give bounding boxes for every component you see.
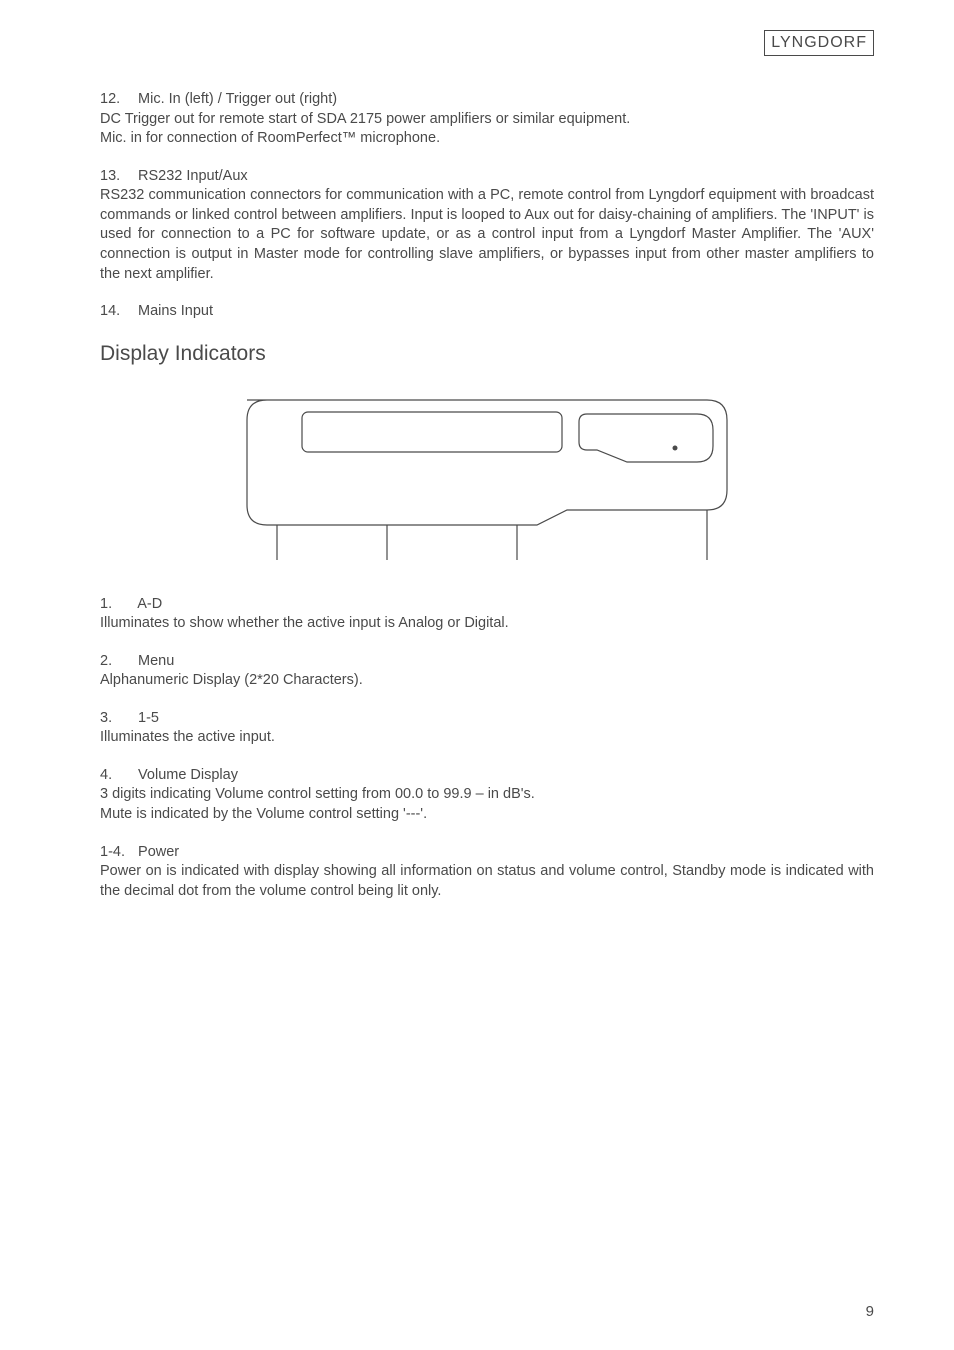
item-14-head: 14. Mains Input xyxy=(100,302,874,322)
page-content: 12. Mic. In (left) / Trigger out (right)… xyxy=(100,90,874,901)
disp-3-num: 3. xyxy=(100,709,134,729)
item-12-num: 12. xyxy=(100,90,134,110)
item-13-head: 13. RS232 Input/Aux xyxy=(100,167,874,187)
logo-right: DORF xyxy=(818,34,867,51)
volume-display-outline xyxy=(579,414,713,462)
disp-1-head: 1. A-D xyxy=(100,595,874,615)
item-13-body: RS232 communication connectors for commu… xyxy=(100,186,874,284)
disp-1-body: Illuminates to show whether the active i… xyxy=(100,614,874,634)
disp-2-title: Menu xyxy=(138,653,174,669)
disp-5-head: 1-4. Power xyxy=(100,843,874,863)
disp-5-title: Power xyxy=(138,844,179,860)
logo-left: LYNG xyxy=(771,34,817,51)
item-12-title: Mic. In (left) / Trigger out (right) xyxy=(138,91,337,107)
menu-display-rect xyxy=(302,412,562,452)
item-14-title: Mains Input xyxy=(138,303,213,319)
disp-3-head: 3. 1-5 xyxy=(100,709,874,729)
disp-5-num: 1-4. xyxy=(100,843,134,863)
display-diagram xyxy=(227,390,747,577)
disp-4-title: Volume Display xyxy=(138,767,238,783)
disp-2-body: Alphanumeric Display (2*20 Characters). xyxy=(100,671,874,691)
disp-5-body: Power on is indicated with display showi… xyxy=(100,862,874,901)
item-12-body1: DC Trigger out for remote start of SDA 2… xyxy=(100,110,874,130)
disp-4-head: 4. Volume Display xyxy=(100,766,874,786)
item-13-title: RS232 Input/Aux xyxy=(138,168,248,184)
page-number: 9 xyxy=(866,1303,874,1320)
item-12-head: 12. Mic. In (left) / Trigger out (right) xyxy=(100,90,874,110)
display-diagram-svg xyxy=(227,390,747,570)
standby-dot xyxy=(673,445,678,450)
disp-4-body2: Mute is indicated by the Volume control … xyxy=(100,805,874,825)
item-12-body2: Mic. in for connection of RoomPerfect™ m… xyxy=(100,129,874,149)
disp-3-body: Illuminates the active input. xyxy=(100,728,874,748)
disp-4-body1: 3 digits indicating Volume control setti… xyxy=(100,785,874,805)
disp-2-head: 2. Menu xyxy=(100,652,874,672)
disp-2-num: 2. xyxy=(100,652,134,672)
disp-1-title: A-D xyxy=(137,596,162,612)
item-14-num: 14. xyxy=(100,302,134,322)
brand-logo: LYNGDORF xyxy=(764,30,874,56)
disp-3-title: 1-5 xyxy=(138,710,159,726)
disp-4-num: 4. xyxy=(100,766,134,786)
disp-1-num: 1. xyxy=(100,595,134,615)
section-heading: Display Indicators xyxy=(100,340,874,368)
item-13-num: 13. xyxy=(100,167,134,187)
